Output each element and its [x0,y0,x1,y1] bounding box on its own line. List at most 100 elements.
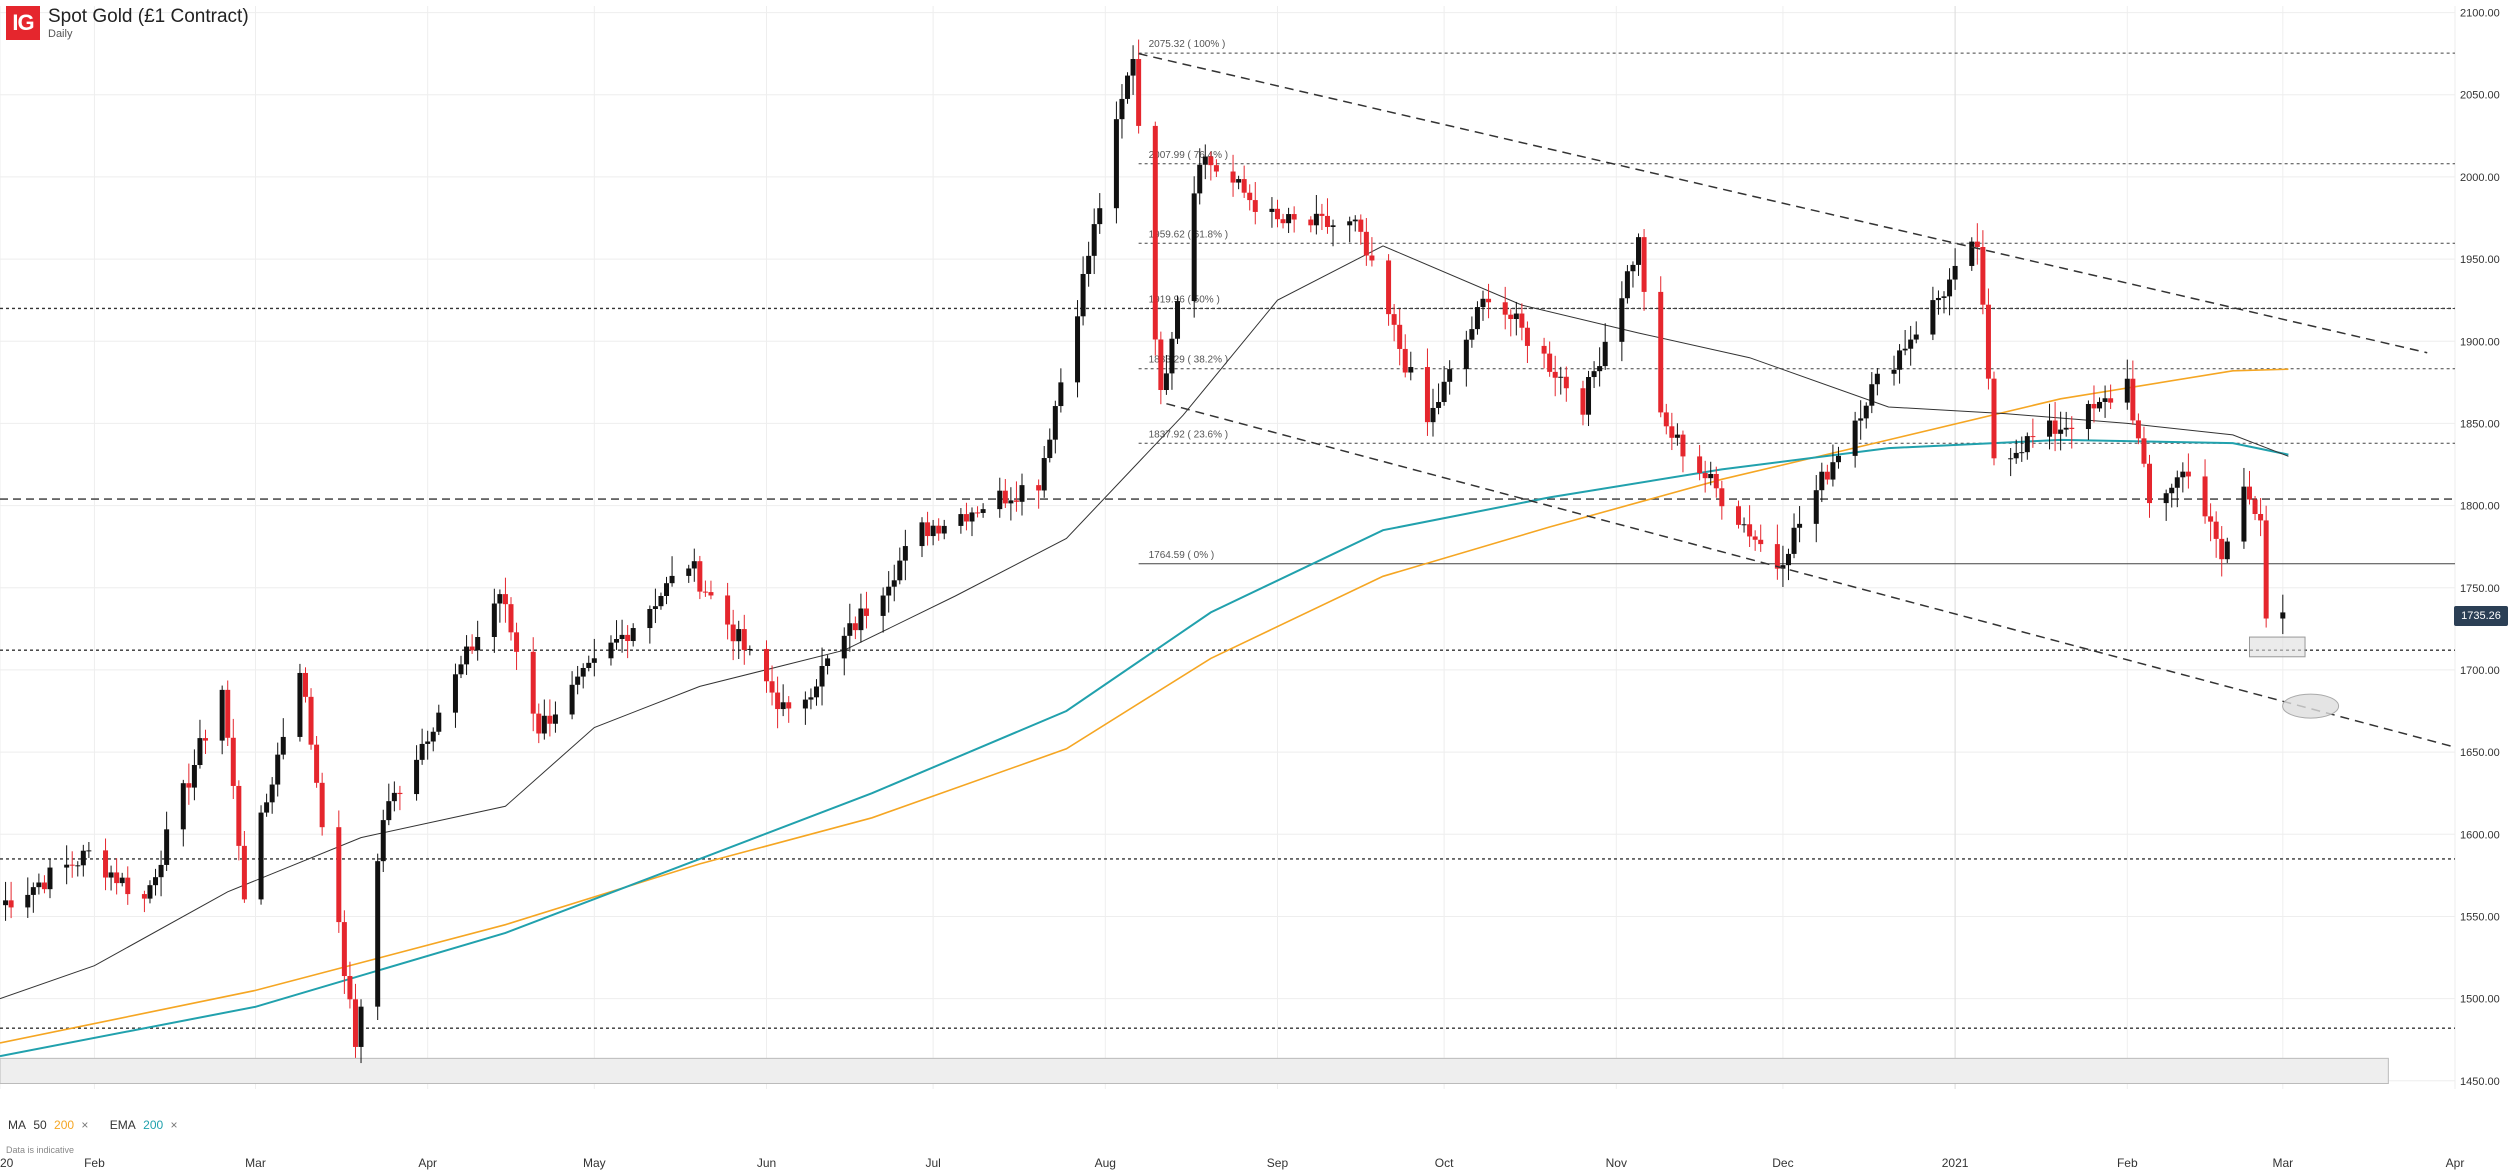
candle-body [1980,247,1986,305]
candle-body [730,624,736,642]
candle-body [1597,366,1603,372]
candle-body [164,829,170,865]
candle-body [308,696,314,745]
candle-body [2091,403,2097,409]
candle-body [936,525,942,534]
candle-body [1891,369,1897,374]
candle-body [158,864,164,878]
x-tick-label: Jul [925,1156,940,1170]
candle-body [919,522,925,547]
y-tick-label: 1800.00 [2460,501,2500,513]
candle-body [1591,371,1597,378]
ma-indicator-label[interactable]: MA [8,1118,26,1132]
candle-body [891,580,897,587]
candle-body [1347,221,1353,226]
candle-body [608,642,614,659]
candle-body [802,699,808,709]
candle-body [547,715,553,724]
candle-body [30,887,36,895]
candle-body [1213,165,1219,172]
candle-body [780,702,786,710]
candle-body [736,629,742,642]
candle-body [697,561,703,592]
candle-body [1969,241,1975,266]
remove-ma-icon[interactable]: × [81,1118,89,1132]
candle-body [1947,279,1953,297]
candle-body [1197,164,1203,194]
candle-body [1447,369,1453,382]
candle-body [530,651,536,714]
candle-body [397,792,403,795]
candle-body [1080,273,1086,317]
y-tick-label: 1500.00 [2460,994,2500,1006]
candle-body [264,802,270,813]
candle-body [630,628,636,642]
candle-body [1169,338,1175,374]
fib-level-label: 1837.92 ( 23.6% ) [1149,429,1229,440]
candle-body [2224,541,2230,560]
fib-level-label: 2075.32 ( 100% ) [1149,39,1226,50]
candle-body [141,894,147,899]
candle-body [452,674,458,713]
candle-body [691,561,697,569]
ma-200-period[interactable]: 200 [54,1118,75,1132]
candle-body [114,872,120,884]
candle-body [1547,353,1553,372]
candle-body [1013,500,1019,502]
candle-body [1058,382,1064,407]
ema-indicator-label[interactable]: EMA [109,1118,136,1132]
candle-body [1941,296,1947,298]
x-tick-label: Feb [84,1156,105,1170]
candle-body [1175,301,1181,339]
candle-body [1930,300,1936,335]
ema-200-period[interactable]: 200 [143,1118,164,1132]
candle-body [863,608,869,616]
candle-body [1719,488,1725,507]
ma-50-period[interactable]: 50 [33,1118,47,1132]
candle-body [3,900,9,906]
candle-body [852,623,858,631]
candle-body [1391,314,1397,325]
candle-body [1952,265,1958,280]
candle-body [502,594,508,605]
candle-body [1863,405,1869,419]
candle-body [1580,388,1586,415]
candle-body [69,864,75,866]
candle-body [236,785,242,846]
candle-body [180,783,186,830]
candle-body [813,686,819,698]
candle-body [858,608,864,631]
candle-body [64,864,70,868]
candle-body [225,689,231,738]
candle-body [1324,215,1330,227]
candle-body [1008,500,1014,504]
candle-body [1358,219,1364,232]
candle-body [1669,426,1675,438]
candle-body [586,662,592,668]
candle-body [2147,463,2153,504]
candle-body [2063,427,2069,430]
candle-body [297,672,303,737]
candle-body [1480,298,1486,308]
y-tick-label: 1450.00 [2460,1076,2500,1088]
candle-body [275,754,281,785]
candle-body [1363,231,1369,256]
candle-body [269,784,275,803]
candle-body [2185,471,2191,477]
instrument-title[interactable]: Spot Gold (£1 Contract) [48,6,249,27]
candle-body [1552,371,1558,378]
candle-body [1308,219,1314,226]
candle-body [1474,307,1480,330]
remove-ema-icon[interactable]: × [170,1118,178,1132]
candle-body [314,744,320,783]
candle-body [1735,506,1741,525]
y-tick-label: 1900.00 [2460,336,2500,348]
candle-body [2208,516,2214,522]
x-tick-label: Sep [1267,1156,1289,1170]
candle-body [1202,156,1208,165]
candle-body [1680,434,1686,457]
candle-body [125,877,131,895]
candle-body [1369,255,1375,261]
y-tick-label: 1850.00 [2460,418,2500,430]
